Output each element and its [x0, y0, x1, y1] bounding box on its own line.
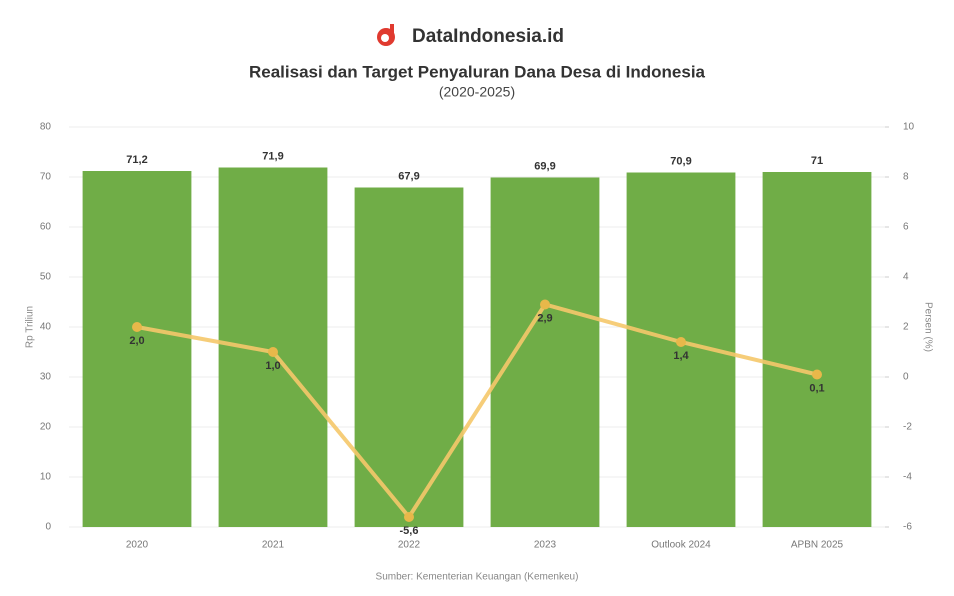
y2-tick-label: -2	[903, 422, 912, 433]
line-point	[132, 322, 142, 332]
y-tick-label: 20	[40, 422, 52, 433]
line-point	[676, 337, 686, 347]
x-tick-label: 2020	[126, 540, 149, 551]
line-value-label: 1,0	[265, 360, 280, 372]
line-point	[404, 512, 414, 522]
y-tick-label: 70	[40, 172, 52, 183]
bar-value-label: 71,9	[262, 150, 283, 162]
y2-tick-label: -4	[903, 472, 912, 483]
line	[136, 302, 818, 521]
y2-axis-label: Persen (%)	[922, 302, 933, 352]
source: Sumber: Kementerian Keuangan (Kemenkeu)	[376, 572, 579, 583]
bar-value-label: 71,2	[126, 154, 147, 166]
y-axis-label: Rp Triliun	[25, 306, 36, 348]
logo-icon	[377, 24, 395, 46]
bar	[82, 171, 192, 527]
x-tick-label: APBN 2025	[791, 540, 844, 551]
y-tick-label: 10	[40, 472, 52, 483]
y-tick-label: 80	[40, 122, 52, 133]
bar	[762, 172, 872, 527]
line-point	[268, 347, 278, 357]
line-value-label: -5,6	[400, 525, 419, 537]
y-tick-label: 30	[40, 372, 52, 383]
line-point	[540, 299, 550, 310]
x-tick-label: 2022	[398, 540, 421, 551]
bar-value-label: 70,9	[670, 155, 691, 167]
bar	[490, 177, 600, 527]
bar-value-label: 71	[811, 155, 823, 167]
y2-tick-label: 4	[903, 272, 909, 283]
line-value-label: 1,4	[673, 350, 689, 362]
line-value-label: 2,9	[537, 312, 552, 324]
x-tick-label: 2021	[262, 540, 285, 551]
y-tick-label: 0	[45, 522, 51, 533]
y-tick-label: 60	[40, 222, 52, 233]
line-point	[812, 369, 822, 380]
y-tick-label: 40	[40, 322, 52, 333]
y2-tick-label: 2	[903, 322, 909, 333]
brand: DataIndonesia.id	[412, 26, 564, 47]
y2-tick-label: -6	[903, 522, 912, 533]
y-tick-label: 50	[40, 272, 52, 283]
y2-tick-label: 10	[903, 122, 915, 133]
bar-value-label: 67,9	[398, 170, 419, 182]
line-value-label: 2,0	[129, 335, 144, 347]
chart-title: Realisasi dan Target Penyaluran Dana Des…	[249, 62, 706, 81]
y2-tick-label: 0	[903, 372, 909, 383]
y2-tick-label: 6	[903, 222, 909, 233]
chart-subtitle: (2020-2025)	[439, 84, 515, 100]
x-tick-label: 2023	[534, 540, 557, 551]
line-value-label: 0,1	[809, 382, 824, 394]
x-tick-label: Outlook 2024	[651, 540, 711, 551]
bar-value-label: 69,9	[534, 160, 555, 172]
bar	[354, 187, 464, 527]
y2-tick-label: 8	[903, 172, 909, 183]
